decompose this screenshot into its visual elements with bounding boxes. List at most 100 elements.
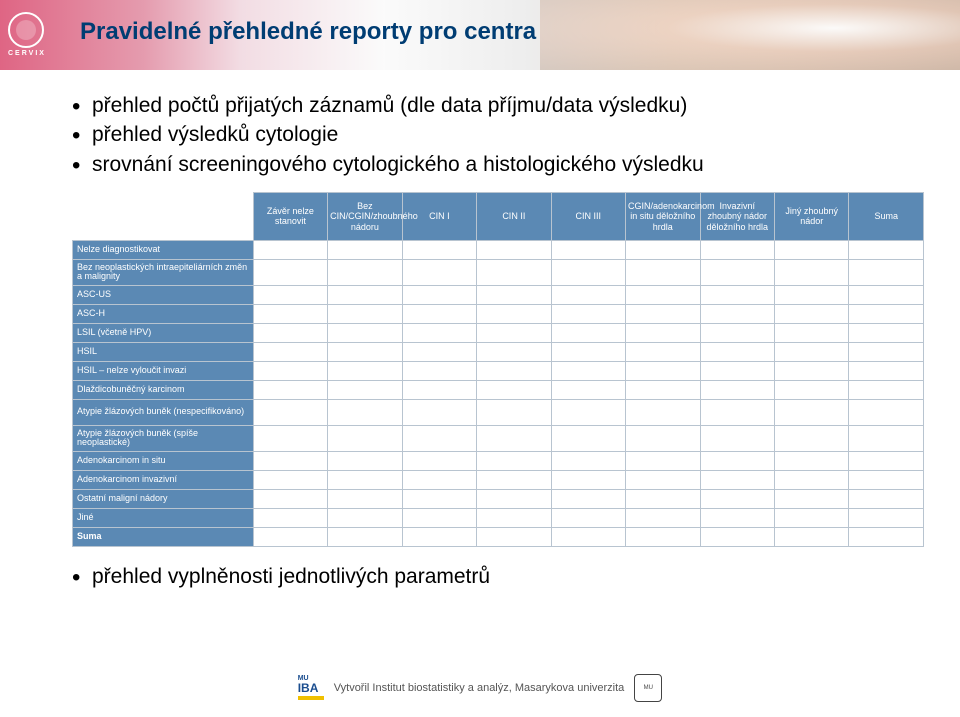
cell: [477, 425, 551, 451]
cell: [849, 285, 924, 304]
row-label: LSIL (včetně HPV): [73, 323, 254, 342]
cell: [402, 240, 476, 259]
cell: [402, 361, 476, 380]
cell: [477, 489, 551, 508]
table-header-row: Závěr nelze stanovit Bez CIN/CGIN/zhoubn…: [73, 192, 924, 240]
row-label: Dlaždicobuněčný karcinom: [73, 380, 254, 399]
cell: [849, 342, 924, 361]
cell: [477, 361, 551, 380]
table-row: Nelze diagnostikovat: [73, 240, 924, 259]
cell: [700, 259, 774, 285]
col-header: Invazivní zhoubný nádor děložního hrdla: [700, 192, 774, 240]
cell: [626, 361, 700, 380]
cell: [774, 323, 848, 342]
cell: [700, 285, 774, 304]
cell: [849, 508, 924, 527]
cell: [626, 399, 700, 425]
cell: [849, 451, 924, 470]
cell: [402, 425, 476, 451]
cell: [626, 425, 700, 451]
cell: [774, 489, 848, 508]
row-label: Jiné: [73, 508, 254, 527]
cell: [551, 527, 625, 546]
cell: [551, 470, 625, 489]
table-row: Suma: [73, 527, 924, 546]
col-header: CIN III: [551, 192, 625, 240]
cell: [774, 342, 848, 361]
bullet-item: srovnání screeningového cytologického a …: [72, 151, 924, 178]
cell: [402, 380, 476, 399]
cell: [402, 285, 476, 304]
col-header: CIN II: [477, 192, 551, 240]
cell: [253, 259, 327, 285]
cell: [477, 259, 551, 285]
table: Závěr nelze stanovit Bez CIN/CGIN/zhoubn…: [72, 192, 924, 547]
cell: [774, 259, 848, 285]
row-label: ASC-H: [73, 304, 254, 323]
bullet-item: přehled vyplněnosti jednotlivých paramet…: [72, 563, 924, 590]
mu-seal-icon: MU: [634, 674, 662, 702]
cell: [328, 489, 402, 508]
table-row: Adenokarcinom in situ: [73, 451, 924, 470]
cell: [328, 527, 402, 546]
cell: [551, 380, 625, 399]
table-body: Nelze diagnostikovatBez neoplastických i…: [73, 240, 924, 546]
cell: [253, 240, 327, 259]
cell: [626, 489, 700, 508]
cell: [551, 304, 625, 323]
cell: [626, 470, 700, 489]
cell: [477, 380, 551, 399]
cell: [328, 342, 402, 361]
cell: [700, 470, 774, 489]
cell: [477, 470, 551, 489]
cell: [849, 399, 924, 425]
cell: [849, 470, 924, 489]
table-row: Atypie žlázových buněk (nespecifikováno): [73, 399, 924, 425]
cell: [402, 527, 476, 546]
cell: [328, 425, 402, 451]
cell: [253, 380, 327, 399]
cell: [328, 304, 402, 323]
cell: [626, 527, 700, 546]
cell: [626, 342, 700, 361]
cell: [477, 399, 551, 425]
cell: [774, 399, 848, 425]
cell: [700, 425, 774, 451]
table-corner: [73, 192, 254, 240]
col-header: Závěr nelze stanovit: [253, 192, 327, 240]
page-title: Pravidelné přehledné reporty pro centra: [80, 18, 536, 46]
cell: [700, 527, 774, 546]
cell: [551, 489, 625, 508]
table-row: Bez neoplastických intraepiteliárních zm…: [73, 259, 924, 285]
cell: [477, 508, 551, 527]
cervix-logo: CERVIX: [8, 12, 46, 57]
logo-icon: [8, 12, 44, 48]
cell: [551, 240, 625, 259]
row-label: Nelze diagnostikovat: [73, 240, 254, 259]
cell: [551, 508, 625, 527]
cell: [551, 451, 625, 470]
bullet-list-bottom: přehled vyplněnosti jednotlivých paramet…: [72, 563, 924, 590]
footer-text: Vytvořil Institut biostatistiky a analýz…: [334, 682, 625, 694]
table-row: ASC-H: [73, 304, 924, 323]
cell: [774, 240, 848, 259]
col-header: Jiný zhoubný nádor: [774, 192, 848, 240]
cell: [626, 380, 700, 399]
cell: [328, 240, 402, 259]
row-label: Suma: [73, 527, 254, 546]
cell: [402, 399, 476, 425]
row-label: ASC-US: [73, 285, 254, 304]
content: přehled počtů přijatých záznamů (dle dat…: [72, 92, 924, 604]
row-label: Bez neoplastických intraepiteliárních zm…: [73, 259, 254, 285]
cell: [849, 380, 924, 399]
cell: [700, 451, 774, 470]
cell: [253, 470, 327, 489]
cell: [774, 425, 848, 451]
cell: [328, 508, 402, 527]
cell: [253, 399, 327, 425]
cell: [849, 489, 924, 508]
cell: [402, 259, 476, 285]
cell: [402, 323, 476, 342]
cell: [774, 470, 848, 489]
cell: [849, 425, 924, 451]
